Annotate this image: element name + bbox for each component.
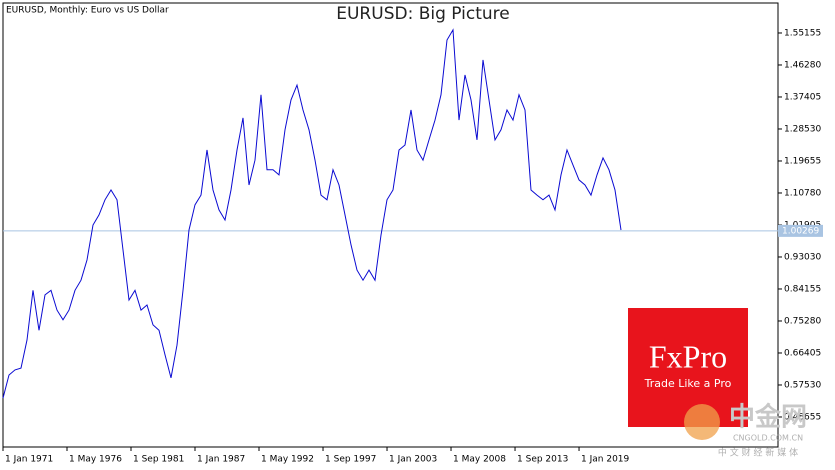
watermark-icon	[684, 404, 720, 440]
x-tick-label: 1 Jan 2003	[389, 455, 437, 465]
y-tick-label: 0.75280	[784, 316, 821, 326]
y-tick-label: 1.10780	[784, 188, 821, 198]
x-tick-label: 1 May 2008	[453, 455, 506, 465]
y-tick-label: 0.48655	[784, 412, 821, 422]
watermark-tagline: 中 文 财 经 新 媒 体	[718, 447, 798, 459]
x-tick-label: 1 May 1976	[69, 455, 122, 465]
x-tick-label: 1 Sep 1997	[325, 455, 376, 465]
y-tick-label: 1.28530	[784, 124, 821, 134]
watermark: 中金网	[729, 402, 807, 433]
current-price-label: 1.00269	[782, 226, 819, 236]
chart-title: EURUSD: Big Picture	[336, 4, 510, 24]
watermark-url: CNGOLD.COM.CN	[733, 434, 803, 443]
y-tick-label: 0.57530	[784, 380, 821, 390]
x-tick-label: 1 Jan 1971	[5, 455, 53, 465]
slogan: Trade Like a Pro	[644, 377, 732, 390]
chart-subtitle: EURUSD, Monthly: Euro vs US Dollar	[6, 6, 169, 16]
x-tick-label: 1 Sep 1981	[133, 455, 184, 465]
price-line	[2, 28, 622, 399]
y-tick-label: 1.46280	[784, 60, 821, 70]
y-tick-label: 0.84155	[784, 284, 821, 294]
x-tick-label: 1 Sep 2013	[517, 455, 568, 465]
logo-box	[628, 308, 748, 427]
y-tick-label: 0.66405	[784, 348, 821, 358]
plot-area: 0.48655 0.57530 0.66405 0.75280 0.84155 0.930…	[2, 28, 823, 465]
y-tick-label: 1.37405	[784, 92, 821, 102]
y-tick-label: 1.19655	[784, 156, 821, 166]
y-tick-label: 1.55155	[784, 28, 821, 38]
logo: FxPro	[649, 338, 727, 374]
x-tick-label: 1 May 1992	[261, 455, 314, 465]
x-tick-label: 1 Jan 1987	[197, 455, 245, 465]
x-tick-label: 1 Jan 2019	[581, 455, 629, 465]
current-price-box	[778, 224, 823, 237]
y-tick-label: 0.93030	[784, 252, 821, 262]
